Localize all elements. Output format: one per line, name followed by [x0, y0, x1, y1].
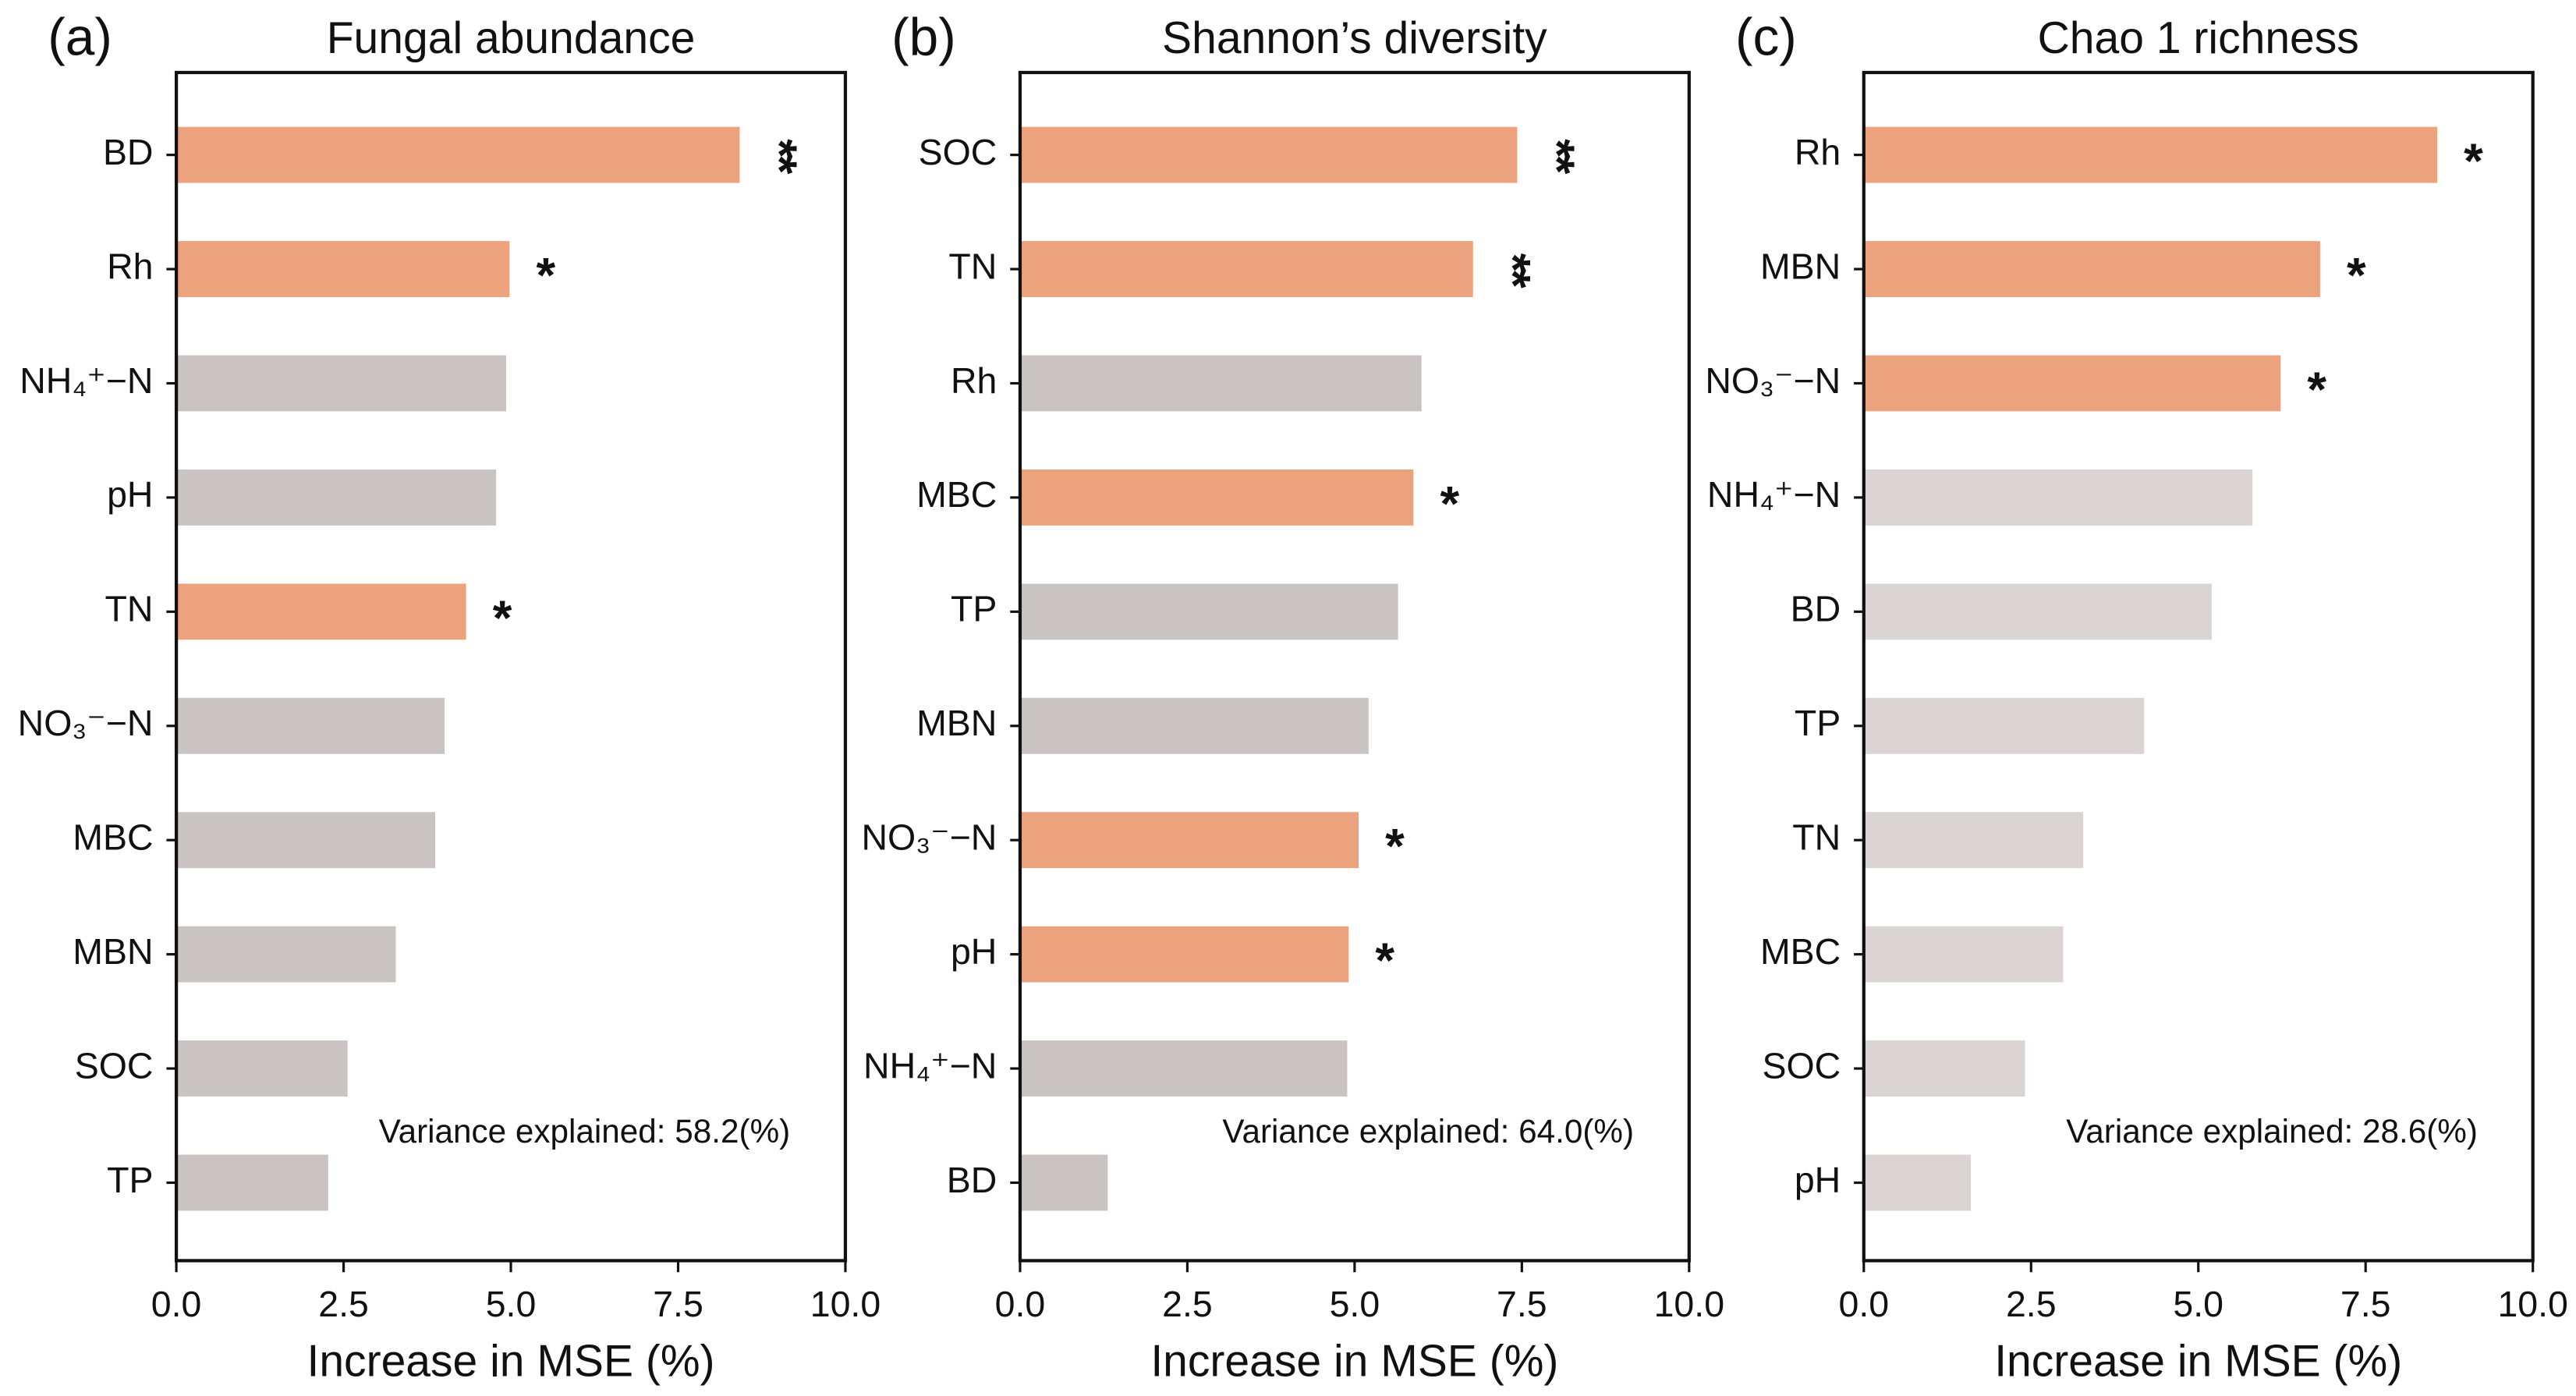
bar [1019, 697, 1369, 754]
category-label: SOC [919, 132, 997, 172]
panel-label: (b) [891, 9, 956, 67]
significance: * [536, 248, 555, 303]
bar [176, 926, 396, 983]
x-axis-label: Increase in MSE (%) [1150, 1337, 1558, 1387]
annotation: Variance explained: 28.6(%) [2066, 1113, 2478, 1150]
significance: * [1440, 477, 1460, 531]
category-label: NO₃⁻−N [18, 703, 154, 743]
bar [1863, 926, 2064, 983]
category-label: pH [107, 474, 153, 515]
category-label: BD [103, 132, 154, 172]
bar [1863, 583, 2212, 640]
bar [1019, 583, 1398, 640]
annotation: Variance explained: 58.2(%) [379, 1113, 791, 1150]
x-tick-label: 2.5 [318, 1284, 369, 1324]
x-axis-label: Increase in MSE (%) [306, 1337, 714, 1387]
category-label: MBC [916, 474, 997, 515]
x-tick-label: 2.5 [1162, 1284, 1213, 1324]
significance: * [1375, 934, 1394, 988]
bar [1019, 1154, 1108, 1211]
category-label: TN [948, 246, 997, 286]
category-label: NO₃⁻−N [862, 817, 997, 857]
significance: * [2464, 134, 2483, 189]
bar [176, 241, 510, 297]
bar [1019, 1040, 1348, 1097]
panel-title: Chao 1 richness [2038, 13, 2359, 63]
bar [1863, 697, 2145, 754]
category-label: SOC [75, 1045, 154, 1086]
bar [1863, 1154, 1972, 1211]
panel-label: (c) [1735, 9, 1797, 67]
bar [1863, 355, 2281, 412]
category-label: MBC [1760, 931, 1841, 972]
x-tick-label: 2.5 [2006, 1284, 2057, 1324]
bar [1863, 812, 2084, 869]
bar [176, 1154, 328, 1211]
category-label: pH [951, 931, 997, 972]
category-label: BD [1791, 589, 1841, 629]
x-tick-label: 10.0 [1654, 1284, 1724, 1324]
bar [176, 1040, 348, 1097]
x-tick-label: 7.5 [653, 1284, 703, 1324]
x-tick-label: 5.0 [1330, 1284, 1380, 1324]
x-tick-label: 7.5 [2340, 1284, 2391, 1324]
category-label: MBN [1760, 246, 1841, 286]
significance: * [2307, 363, 2326, 417]
bar [1019, 126, 1518, 183]
significance: ** [1529, 139, 1584, 174]
bar [1863, 1040, 2025, 1097]
category-label: TP [951, 589, 997, 629]
bar [1019, 241, 1473, 297]
bar [176, 126, 740, 183]
x-tick-label: 0.0 [151, 1284, 202, 1324]
bar [1019, 469, 1414, 526]
bar [1863, 126, 2438, 183]
bar [1019, 812, 1359, 869]
category-label: pH [1795, 1160, 1841, 1200]
bar [1863, 241, 2320, 297]
bar [176, 355, 507, 412]
significance: * [493, 591, 512, 646]
bar [1019, 926, 1349, 983]
significance: * [1385, 820, 1405, 874]
x-tick-label: 0.0 [1838, 1284, 1889, 1324]
bar [176, 583, 466, 640]
category-label: TN [1792, 817, 1841, 857]
panel-title: Shannon’s diversity [1162, 13, 1547, 63]
category-label: NH₄⁺−N [1707, 474, 1841, 515]
x-tick-label: 10.0 [810, 1284, 881, 1324]
panel-label: (a) [48, 9, 112, 67]
category-label: MBN [916, 703, 997, 743]
bar [176, 469, 497, 526]
x-axis-label: Increase in MSE (%) [1994, 1337, 2402, 1387]
x-tick-label: 0.0 [995, 1284, 1046, 1324]
x-tick-label: 5.0 [2173, 1284, 2223, 1324]
category-label: MBC [73, 817, 153, 857]
annotation: Variance explained: 64.0(%) [1222, 1113, 1634, 1150]
category-label: NH₄⁺−N [863, 1045, 997, 1086]
significance: * [2347, 248, 2366, 303]
x-tick-label: 7.5 [1497, 1284, 1547, 1324]
x-tick-label: 5.0 [486, 1284, 537, 1324]
category-label: MBN [73, 931, 153, 972]
bar [176, 697, 445, 754]
category-label: TP [107, 1160, 153, 1200]
category-label: Rh [107, 246, 153, 286]
category-label: Rh [1795, 132, 1841, 172]
category-label: TP [1795, 703, 1841, 743]
significance: ** [1485, 253, 1540, 289]
x-tick-label: 10.0 [2497, 1284, 2567, 1324]
bar [1863, 469, 2253, 526]
bar [176, 812, 436, 869]
category-label: TN [105, 589, 154, 629]
panel-title: Fungal abundance [327, 13, 696, 63]
category-label: Rh [951, 360, 997, 401]
bar [1019, 355, 1422, 412]
significance: ** [752, 139, 806, 174]
category-label: BD [947, 1160, 997, 1200]
category-label: NO₃⁻−N [1705, 360, 1841, 401]
category-label: NH₄⁺−N [19, 360, 153, 401]
category-label: SOC [1763, 1045, 1841, 1086]
